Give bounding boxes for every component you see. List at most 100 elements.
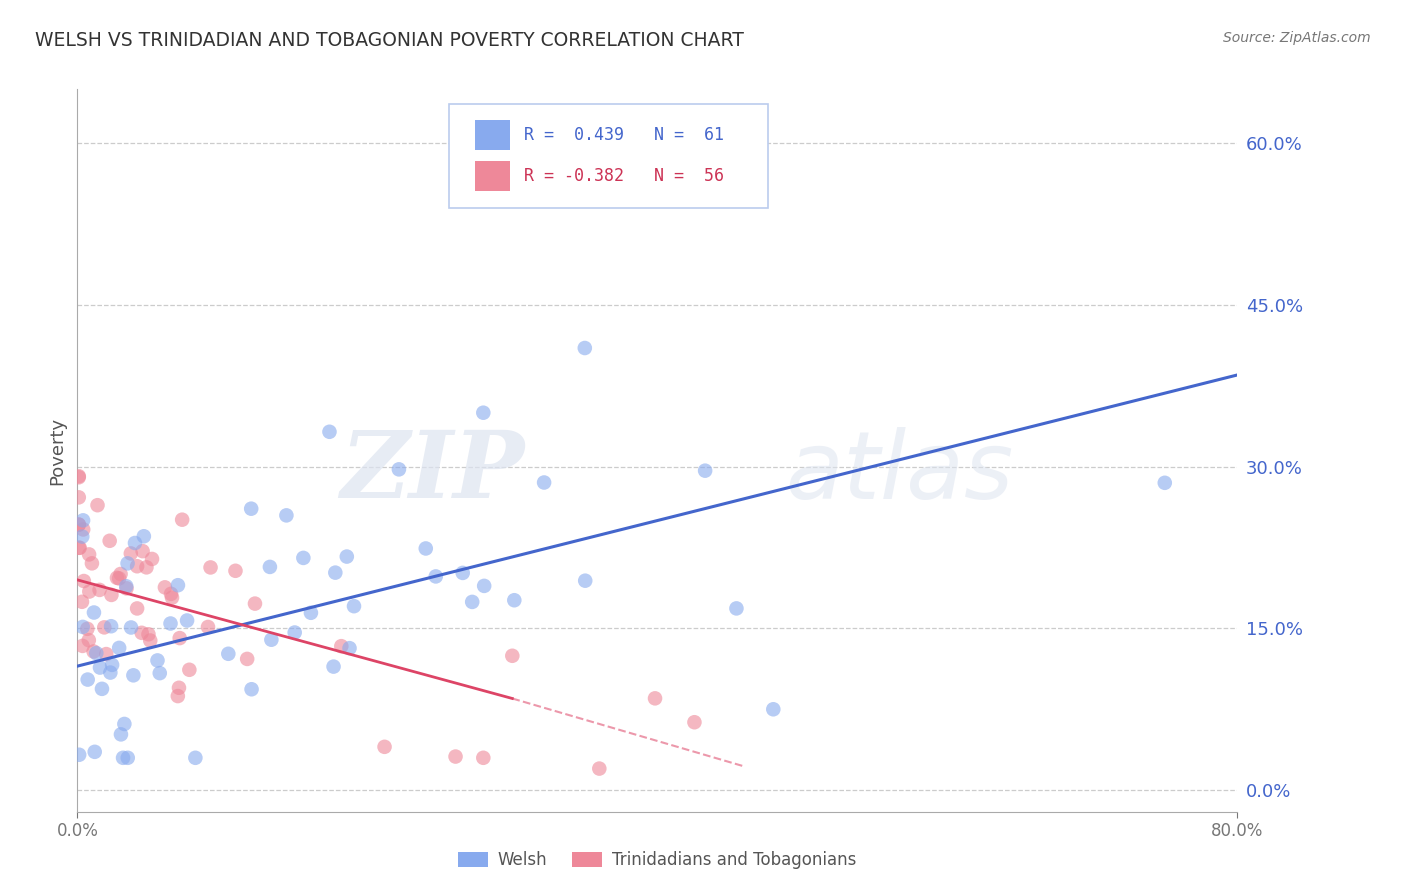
Point [236, 652, 259, 666]
Point [115, 582, 138, 596]
Point [120, 546, 142, 560]
Point [117, 557, 139, 571]
Point [260, 632, 283, 647]
Point [83, 745, 105, 759]
Point [160, 591, 183, 605]
Point [84, 646, 107, 660]
Point [124, 536, 146, 550]
Point [112, 751, 135, 765]
Point [110, 727, 132, 741]
Point [79, 584, 101, 599]
Text: R = -0.382   N =  56: R = -0.382 N = 56 [524, 167, 724, 185]
Bar [475, 120, 510, 150]
Y-axis label: Poverty: Poverty [48, 417, 66, 484]
Point [166, 689, 188, 703]
Point [72, 513, 94, 527]
Point [146, 653, 169, 667]
Point [160, 587, 183, 601]
Point [110, 567, 132, 582]
Point [67, 470, 90, 484]
Point [67, 541, 90, 555]
Point [91, 681, 114, 696]
Text: WELSH VS TRINIDADIAN AND TOBAGONIAN POVERTY CORRELATION CHART: WELSH VS TRINIDADIAN AND TOBAGONIAN POVE… [35, 31, 744, 50]
Point [472, 751, 495, 765]
Text: Source: ZipAtlas.com: Source: ZipAtlas.com [1223, 31, 1371, 45]
Point [503, 593, 526, 607]
Text: atlas: atlas [785, 426, 1014, 517]
Point [240, 682, 263, 697]
Point [127, 559, 149, 574]
Point [72, 620, 94, 634]
Point [100, 588, 122, 602]
Point [98, 533, 121, 548]
Point [323, 566, 346, 580]
Point [67, 517, 90, 532]
Point [184, 751, 207, 765]
Point [120, 620, 142, 634]
Point [336, 549, 359, 564]
Point [86, 498, 108, 512]
Point [67, 469, 90, 483]
Point [588, 762, 610, 776]
Point [472, 190, 495, 204]
Point [472, 579, 495, 593]
Point [330, 639, 353, 653]
Point [1153, 475, 1175, 490]
Point [96, 647, 118, 661]
Text: ZIP: ZIP [340, 427, 524, 517]
Point [67, 491, 90, 505]
Text: R =  0.439   N =  61: R = 0.439 N = 61 [524, 126, 724, 144]
Point [112, 717, 135, 731]
Point [76, 673, 98, 687]
Point [461, 595, 484, 609]
Point [762, 702, 785, 716]
Point [115, 579, 138, 593]
Point [322, 659, 344, 673]
Point [343, 599, 366, 614]
Point [318, 425, 340, 439]
Point [77, 633, 100, 648]
Point [243, 597, 266, 611]
Point [141, 552, 163, 566]
Point [98, 665, 121, 680]
Point [159, 616, 181, 631]
Point [132, 529, 155, 543]
Point [83, 606, 105, 620]
Point [176, 614, 198, 628]
Point [80, 557, 103, 571]
Point [135, 560, 157, 574]
Point [67, 517, 90, 532]
Point [122, 668, 145, 682]
Point [105, 571, 128, 585]
Point [117, 751, 139, 765]
Point [69, 541, 91, 555]
Point [89, 582, 111, 597]
Point [299, 606, 322, 620]
Point [574, 574, 596, 588]
Point [217, 647, 239, 661]
Point [127, 601, 149, 615]
Point [149, 666, 172, 681]
Point [169, 631, 191, 645]
Legend: Welsh, Trinidadians and Tobagonians: Welsh, Trinidadians and Tobagonians [451, 845, 863, 876]
Point [388, 462, 411, 476]
Point [695, 464, 717, 478]
Point [138, 627, 160, 641]
Point [108, 640, 131, 655]
Point [153, 580, 176, 594]
Point [451, 566, 474, 580]
Point [172, 513, 194, 527]
Point [108, 571, 131, 585]
Point [131, 544, 153, 558]
Point [292, 550, 315, 565]
Point [73, 574, 96, 588]
Bar [475, 161, 510, 191]
Point [425, 569, 447, 583]
Point [67, 747, 90, 762]
Point [197, 620, 219, 634]
Point [683, 715, 706, 730]
FancyBboxPatch shape [449, 103, 768, 209]
Point [374, 739, 396, 754]
Point [167, 578, 190, 592]
Point [444, 749, 467, 764]
